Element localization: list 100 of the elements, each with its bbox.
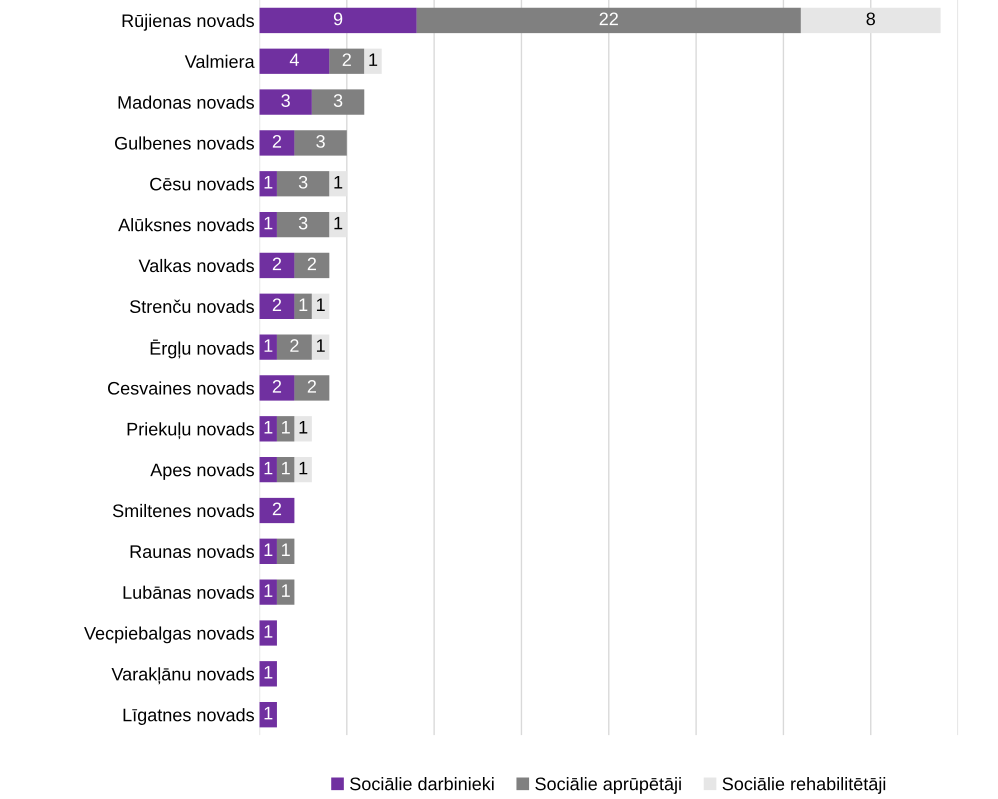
- data-label: 3: [298, 176, 308, 189]
- data-label: 2: [272, 134, 282, 148]
- y-tick-label: Līgatnes novads: [124, 708, 254, 725]
- bar: [259, 579, 277, 605]
- legend-label: Sociālie darbinieki: [350, 777, 494, 790]
- bar: [294, 375, 330, 401]
- bar: [259, 702, 277, 728]
- bar: [259, 252, 294, 278]
- y-tick-label: Varakļānu novads: [112, 667, 254, 684]
- data-label: 3: [334, 94, 342, 107]
- y-tick-label: Valkas novads: [138, 258, 254, 272]
- y-tick-label: Cēsu novads: [150, 177, 254, 190]
- y-tick-label: Gulbenes novads: [115, 136, 254, 150]
- data-label: 2: [290, 339, 299, 352]
- data-label: 3: [298, 216, 308, 230]
- y-tick-label: Strenču novads: [130, 300, 254, 314]
- data-label: 4: [290, 54, 299, 66]
- data-label: 1: [300, 462, 308, 474]
- bar: [259, 334, 277, 360]
- data-label: 1: [264, 339, 272, 352]
- data-label: 2: [308, 380, 316, 393]
- bar: [294, 130, 347, 156]
- data-label: 3: [316, 134, 325, 148]
- bar: [259, 375, 294, 401]
- data-label: 9: [334, 12, 342, 26]
- data-label: 1: [264, 462, 272, 474]
- bar: [294, 456, 312, 482]
- bar: [329, 171, 347, 196]
- data-label: 1: [316, 339, 325, 352]
- bar: [294, 294, 312, 319]
- data-label: 1: [316, 298, 325, 311]
- data-label: 1: [264, 421, 272, 434]
- data-label: 1: [264, 216, 272, 230]
- bar: [294, 416, 312, 442]
- bar: [259, 89, 312, 115]
- bar: [276, 416, 294, 442]
- data-label: 2: [308, 258, 316, 270]
- y-tick-label: Raunas novads: [130, 544, 254, 558]
- y-tick-label: Priekuļu novads: [128, 422, 254, 440]
- data-label: 1: [369, 54, 378, 66]
- y-tick-label: Ērgļu novads: [150, 340, 254, 358]
- bar: [276, 171, 330, 196]
- y-tick-label: Apes novads: [150, 463, 254, 480]
- data-label: 1: [264, 176, 272, 188]
- bar: [276, 334, 312, 360]
- bar: [259, 498, 294, 524]
- bar: [259, 171, 277, 196]
- data-label: 1: [334, 216, 342, 230]
- bar: [312, 334, 330, 360]
- bar: [312, 89, 364, 115]
- bar: [259, 620, 277, 646]
- bar: [276, 212, 330, 238]
- data-label: 1: [264, 666, 272, 678]
- y-tick-label: Lubānas novads: [124, 586, 254, 599]
- bar: [329, 212, 347, 238]
- bar: [259, 538, 277, 564]
- data-label: 1: [282, 462, 290, 474]
- bar: [416, 8, 801, 34]
- data-label: 1: [264, 544, 272, 556]
- legend-label: Sociālie aprūpētāji: [535, 777, 681, 794]
- data-label: 1: [300, 298, 308, 311]
- bar: [259, 456, 277, 482]
- y-tick-label: Alūksnes novads: [118, 218, 254, 232]
- data-label: 3: [281, 94, 290, 107]
- data-label: 1: [264, 584, 272, 597]
- bar: [259, 294, 294, 319]
- data-label: 1: [282, 544, 290, 556]
- y-tick-label: Vecpiebalgas novads: [84, 626, 254, 644]
- y-tick-label: Rūjienas novads: [122, 14, 254, 31]
- data-label: 22: [600, 12, 618, 26]
- data-label: 1: [264, 625, 272, 638]
- bar: [312, 294, 330, 319]
- bar: [259, 48, 330, 74]
- bar: [276, 538, 294, 564]
- legend-label: Sociālie rehabilitētāji: [722, 777, 886, 794]
- bar: [800, 8, 941, 34]
- bar: [276, 456, 294, 482]
- data-label: 1: [282, 421, 290, 434]
- data-label: 2: [272, 298, 282, 311]
- y-tick-label: Valmiera: [184, 54, 255, 68]
- bar: [259, 8, 417, 34]
- y-tick-label: Madonas novads: [118, 96, 254, 109]
- data-label: 1: [334, 176, 342, 188]
- y-tick-label: Smiltenes novads: [112, 504, 254, 518]
- data-label: 1: [300, 421, 308, 434]
- bar: [364, 48, 382, 74]
- data-label: 2: [272, 258, 282, 270]
- data-label: 2: [342, 53, 351, 66]
- data-label: 2: [272, 502, 282, 516]
- bar: [259, 416, 277, 442]
- data-label: 1: [282, 584, 290, 597]
- y-tick-label: Cesvaines novads: [108, 381, 254, 395]
- bar: [276, 579, 294, 605]
- bar: [294, 252, 330, 278]
- bar: [329, 48, 364, 74]
- data-label: 2: [272, 380, 282, 393]
- data-label: 8: [866, 12, 875, 26]
- data-label: 1: [264, 706, 272, 720]
- bar: [259, 212, 277, 238]
- bar: [259, 130, 294, 156]
